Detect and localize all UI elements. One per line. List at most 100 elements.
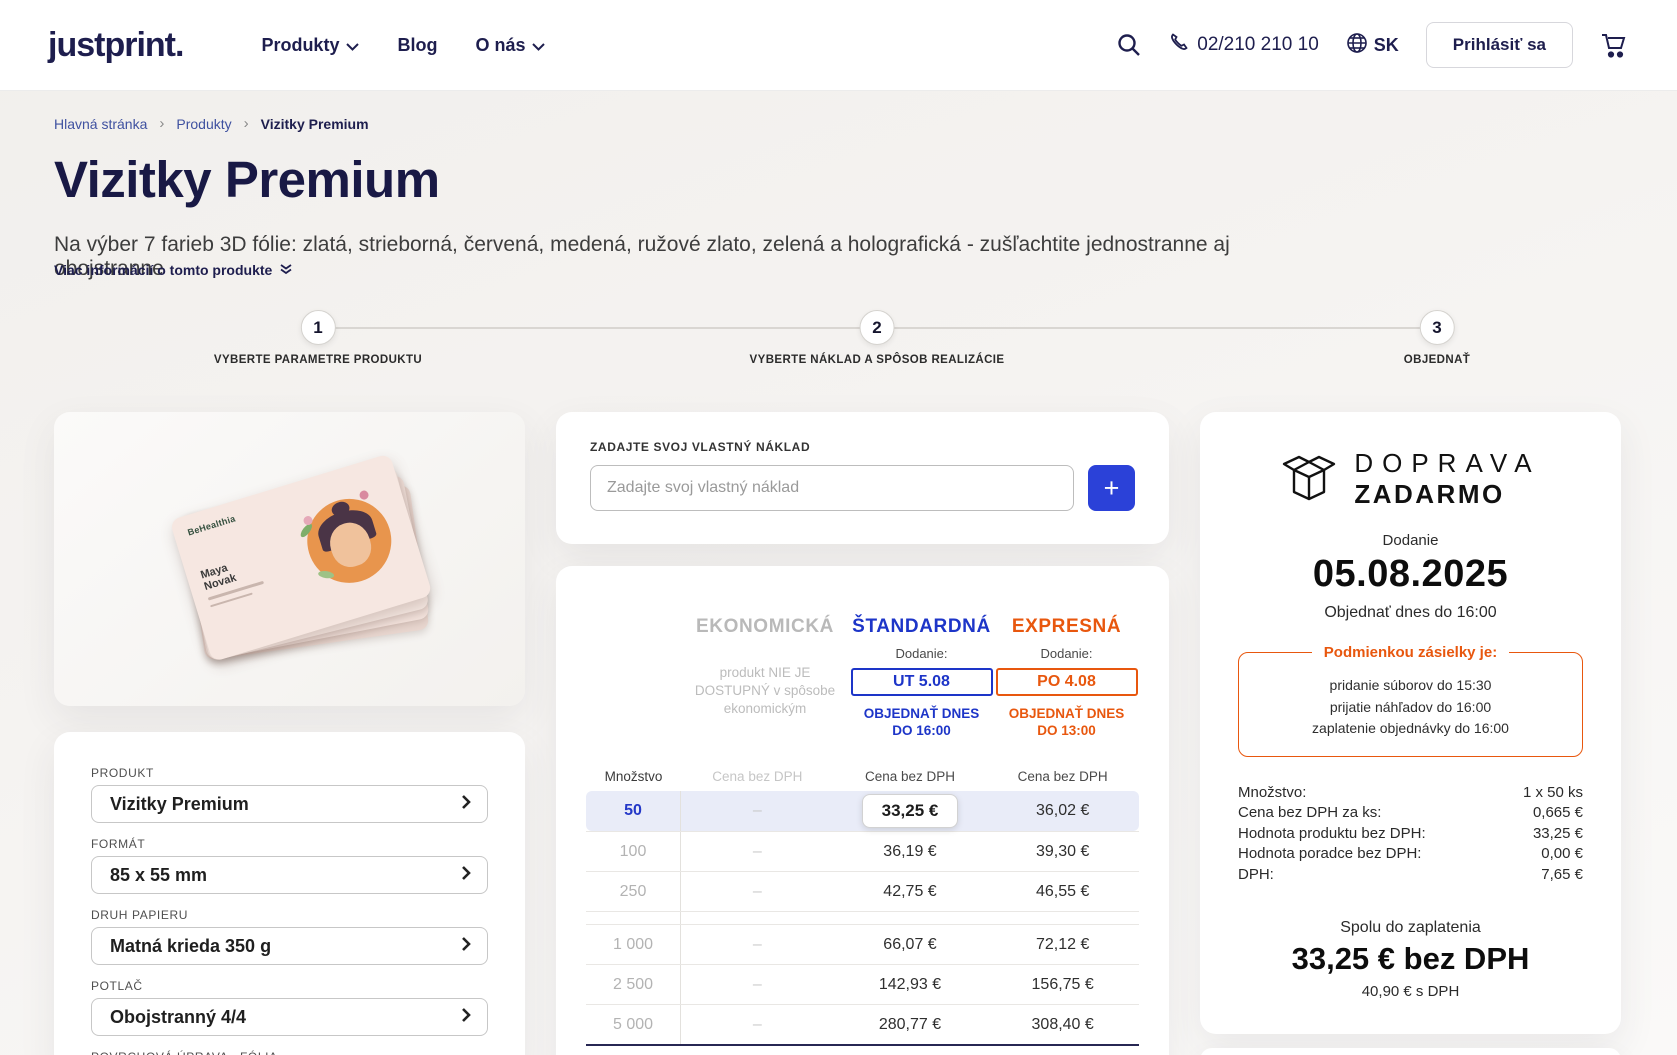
breadcrumb-separator-icon: › xyxy=(243,115,249,132)
order-deadline: Objednať dnes do 16:00 xyxy=(1324,604,1497,621)
tier-standardna-date-chip[interactable]: UT 5.08 xyxy=(850,668,993,696)
main-nav: Produkty Blog O nás xyxy=(261,34,546,56)
tier-standardna-name: ŠTANDARDNÁ xyxy=(852,616,991,637)
condition-previews: prijatie náhľadov do 16:00 xyxy=(1329,698,1492,715)
field-label-potlac: POTLAČ xyxy=(91,979,143,993)
phone-link[interactable]: 02/210 210 10 xyxy=(1169,32,1319,58)
price-cell[interactable]: 308,40 € xyxy=(1031,1015,1094,1033)
add-quantity-button[interactable]: + xyxy=(1088,465,1135,511)
tier-standardna-deadline: OBJEDNAŤ DNES DO 16:00 xyxy=(863,706,980,738)
price-cell[interactable]: 280,77 € xyxy=(878,1015,942,1033)
step-3: 3 OBJEDNAŤ xyxy=(1404,310,1470,366)
tier-expresna-date-chip[interactable]: PO 4.08 xyxy=(995,668,1138,696)
select-format[interactable]: 85 x 55 mm xyxy=(91,856,488,894)
step-2: 2 VYBERTE NÁKLAD A SPÔSOB REALIZÁCIE xyxy=(750,310,1005,366)
summary-row-unit-price: Cena bez DPH za ks: 0,665 € xyxy=(1238,804,1583,821)
logo[interactable]: justprint. xyxy=(48,25,184,64)
shipping-conditions-box: Podmienkou zásielky je: pridanie súborov… xyxy=(1238,644,1583,757)
nav-item-produkty[interactable]: Produkty xyxy=(261,35,360,56)
breadcrumb-home[interactable]: Hlavná stránka xyxy=(54,115,148,132)
price-cell[interactable]: 39,30 € xyxy=(1035,842,1090,860)
shipping-conditions-title: Podmienkou zásielky je: xyxy=(1323,644,1498,661)
step-2-label: VYBERTE NÁKLAD A SPÔSOB REALIZÁCIE xyxy=(749,354,1005,366)
breadcrumb-current: Vizitky Premium xyxy=(260,115,369,132)
summary-row-quantity: Množstvo: 1 x 50 ks xyxy=(1238,783,1583,801)
select-potlac[interactable]: Obojstranný 4/4 xyxy=(91,998,488,1036)
cart-icon[interactable] xyxy=(1600,32,1629,59)
chevron-right-icon xyxy=(461,794,471,815)
product-parameters-form: PRODUKT Vizitky Premium FORMÁT 85 x 55 m… xyxy=(54,732,525,1055)
price-cell[interactable]: 46,55 € xyxy=(1035,882,1090,900)
tier-ekonomicka: EKONOMICKÁ produkt NIE JE DOSTUPNÝ v spô… xyxy=(681,592,849,718)
product-column: BeHealthia Maya Novak xyxy=(54,412,525,1055)
custom-quantity-label: ZADAJTE SVOJ VLASTNÝ NÁKLAD xyxy=(590,440,811,454)
breadcrumb: Hlavná stránka › Produkty › Vizitky Prem… xyxy=(54,115,369,132)
globe-icon xyxy=(1346,32,1368,59)
price-cell[interactable]: 142,93 € xyxy=(878,975,942,993)
price-cell[interactable]: 156,75 € xyxy=(1031,975,1094,993)
table-row-100[interactable]: 100 – 36,19 € 39,30 € xyxy=(586,831,1139,871)
summary-row-product-value: Hodnota produktu bez DPH: 33,25 € xyxy=(1238,824,1583,842)
step-2-circle: 2 xyxy=(859,310,895,345)
language-switcher[interactable]: SK xyxy=(1346,32,1399,59)
more-info-link[interactable]: Viac informácií o tomto produkte xyxy=(54,262,292,278)
chevron-down-icon xyxy=(346,35,360,56)
nav-item-o-nas[interactable]: O nás xyxy=(475,35,546,56)
breadcrumb-products[interactable]: Produkty xyxy=(176,115,232,132)
price-table-card: EKONOMICKÁ produkt NIE JE DOSTUPNÝ v spô… xyxy=(556,566,1169,1055)
table-row-1000[interactable]: 1 000 – 66,07 € 72,12 € xyxy=(586,924,1139,964)
total-label: Spolu do zaplatenia xyxy=(1340,919,1481,936)
table-row-2500[interactable]: 2 500 – 142,93 € 156,75 € xyxy=(586,964,1139,1004)
select-produkt[interactable]: Vizitky Premium xyxy=(91,785,488,823)
step-3-circle: 3 xyxy=(1419,310,1455,345)
table-row-5000[interactable]: 5 000 – 280,77 € 308,40 € xyxy=(586,1004,1139,1044)
open-box-icon xyxy=(1280,452,1338,507)
free-shipping-line1: DOPRAVA xyxy=(1354,448,1541,478)
table-row-500-clipped: 500 – 47,17 € 50,70 € xyxy=(586,911,1139,924)
product-photo: BeHealthia Maya Novak xyxy=(54,412,525,706)
condition-payment: zaplatenie objednávky do 16:00 xyxy=(1312,720,1509,736)
summary-column: DOPRAVA ZADARMO Dodanie 05.08.2025 Objed… xyxy=(1200,412,1621,1055)
tier-expresna-delivery-label: Dodanie: xyxy=(1040,646,1093,661)
quote-actions-bar: Vytvoriť ponuku stiahnuť cenový odhad ak… xyxy=(1200,1048,1621,1055)
tier-standardna: ŠTANDARDNÁ Dodanie: UT 5.08 OBJEDNAŤ DNE… xyxy=(849,592,994,739)
select-druh-papieru[interactable]: Matná krieda 350 g xyxy=(91,927,488,965)
search-icon[interactable] xyxy=(1116,32,1142,58)
field-label-produkt: PRODUKT xyxy=(91,766,154,780)
tier-ekonomicka-note: produkt NIE JE DOSTUPNÝ v spôsobe ekonom… xyxy=(694,665,836,716)
shipping-summary-card: DOPRAVA ZADARMO Dodanie 05.08.2025 Objed… xyxy=(1200,412,1621,1034)
chevron-right-icon xyxy=(461,865,471,886)
field-label-povrchova-uprava: POVRCHOVÁ ÚPRAVA - FÓLIA xyxy=(91,1050,488,1055)
table-row-250[interactable]: 250 – 42,75 € 46,55 € xyxy=(586,871,1139,911)
price-cell[interactable]: 66,07 € xyxy=(883,935,937,953)
price-cell[interactable]: 36,19 € xyxy=(883,842,937,860)
delivery-date: 05.08.2025 xyxy=(1312,553,1509,595)
free-shipping-line2: ZADARMO xyxy=(1354,479,1505,509)
tier-expresna: EXPRESNÁ Dodanie: PO 4.08 OBJEDNAŤ DNES … xyxy=(994,592,1139,739)
top-navigation-bar: justprint. Produkty Blog O nás 02/210 21… xyxy=(0,0,1677,90)
step-1-label: VYBERTE PARAMETRE PRODUKTU xyxy=(213,354,423,366)
delivery-label: Dodanie xyxy=(1382,532,1439,549)
table-row-50-selected[interactable]: 50 – 33,25 € 36,02 € xyxy=(586,791,1139,831)
login-button[interactable]: Prihlásiť sa xyxy=(1425,22,1573,68)
price-table-body: 50 – 33,25 € 36,02 € 100 – 36,19 € 39,30… xyxy=(586,791,1139,1046)
illustration-face xyxy=(296,488,402,594)
price-cell[interactable]: 42,75 € xyxy=(883,882,937,900)
tier-standardna-delivery-label: Dodanie: xyxy=(895,646,948,661)
page-subtitle: Na výber 7 farieb 3D fólie: zlatá, strie… xyxy=(54,233,1230,280)
field-label-druh-papieru: DRUH PAPIERU xyxy=(91,908,188,922)
chevron-right-icon xyxy=(461,1007,471,1028)
selected-price-chip[interactable]: 33,25 € xyxy=(861,794,959,828)
custom-quantity-input[interactable] xyxy=(590,465,1074,511)
double-chevron-down-icon xyxy=(280,262,292,278)
price-cell[interactable]: 36,02 € xyxy=(1035,802,1090,819)
step-1: 1 VYBERTE PARAMETRE PRODUKTU xyxy=(214,310,422,366)
pricing-column: ZADAJTE SVOJ VLASTNÝ NÁKLAD + EKONOMICKÁ… xyxy=(556,412,1169,1055)
price-cell[interactable]: 72,12 € xyxy=(1035,935,1090,953)
nav-item-blog[interactable]: Blog xyxy=(397,34,438,55)
chevron-down-icon xyxy=(532,35,546,56)
header-actions: 02/210 210 10 SK Prihlásiť sa xyxy=(1116,22,1629,68)
order-summary: Množstvo: 1 x 50 ks Cena bez DPH za ks: 0,… xyxy=(1238,783,1583,886)
tier-expresna-deadline: OBJEDNAŤ DNES DO 13:00 xyxy=(1008,706,1125,738)
